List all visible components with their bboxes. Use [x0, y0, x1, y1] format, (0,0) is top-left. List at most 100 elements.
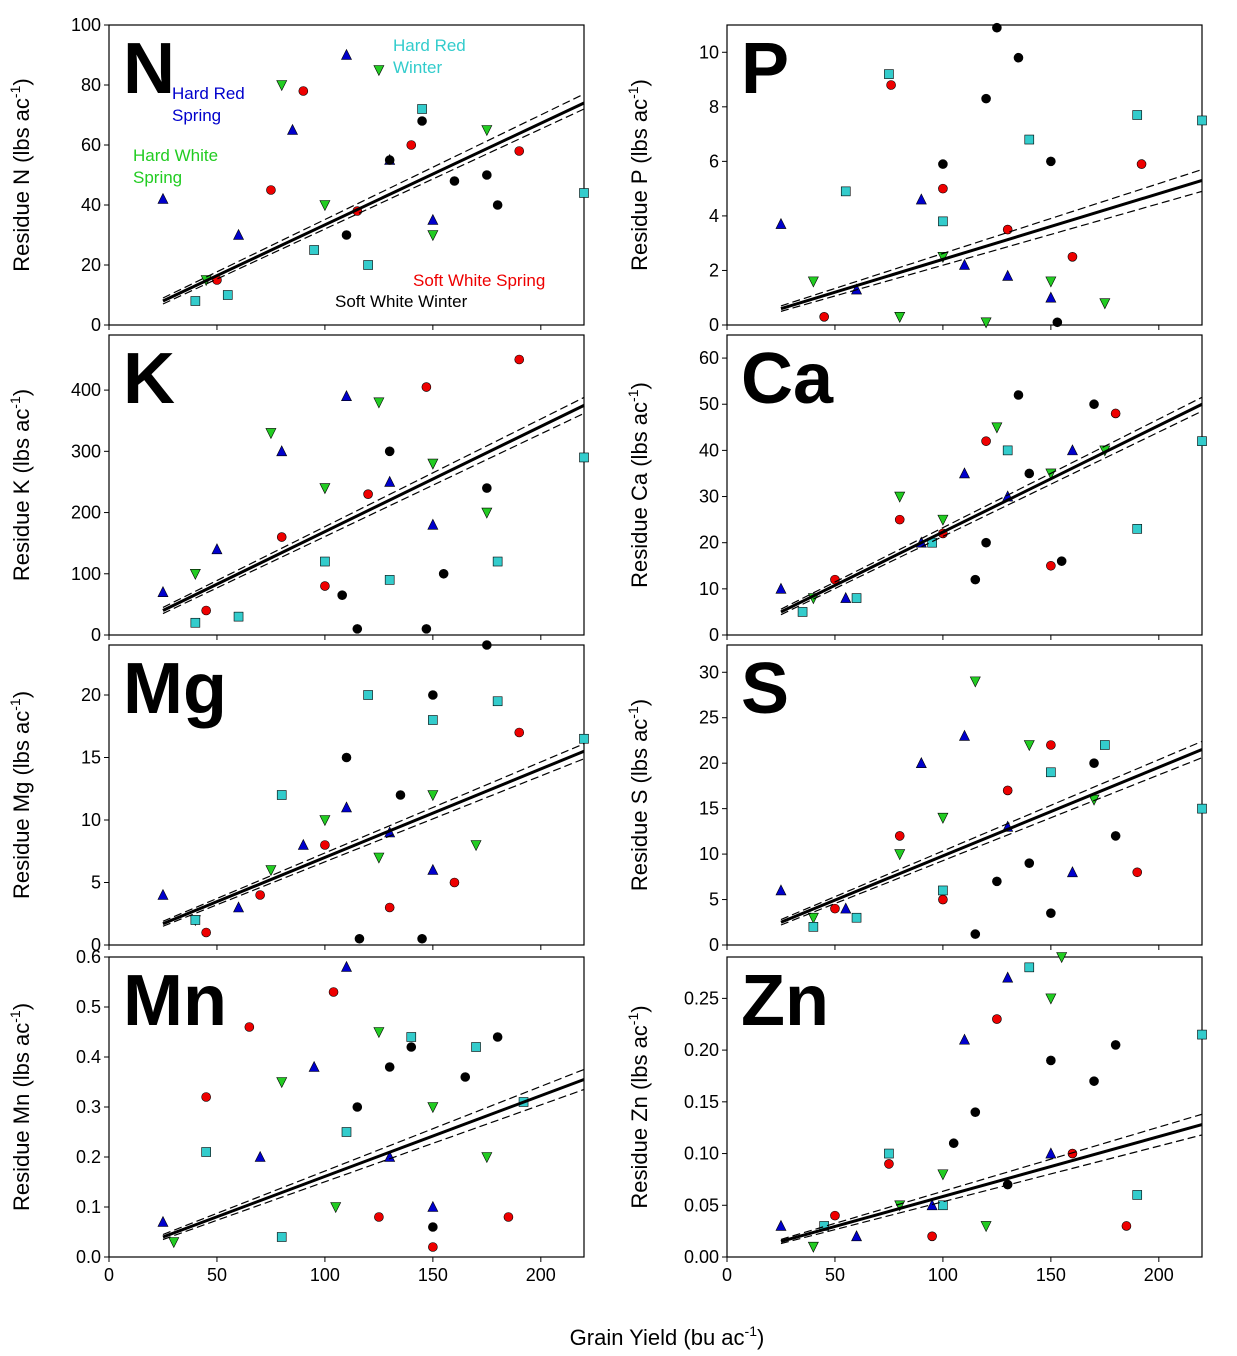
- plot-frame: [726, 956, 1203, 1258]
- point: [428, 690, 438, 700]
- point: [579, 188, 589, 198]
- point: [927, 1231, 937, 1242]
- point: [266, 185, 276, 195]
- y-tick-label: 0: [91, 625, 101, 645]
- point: [406, 1032, 417, 1042]
- y-tick-label: 25: [699, 708, 719, 728]
- x-tick-label: 150: [418, 1265, 448, 1285]
- point: [254, 1150, 266, 1162]
- point: [915, 193, 927, 205]
- point: [938, 159, 948, 169]
- legend-label: Soft White Spring: [413, 271, 545, 290]
- x-tick-label: 150: [1036, 1265, 1066, 1285]
- point: [276, 445, 288, 457]
- point: [319, 483, 331, 495]
- y-label-text: Residue Mg (lbs ac: [9, 711, 34, 899]
- point: [244, 1022, 255, 1032]
- point: [222, 290, 233, 300]
- y-tick-label: 10: [699, 579, 719, 599]
- y-tick-label: 0: [91, 315, 101, 335]
- point: [287, 123, 299, 135]
- point: [981, 93, 991, 104]
- point: [384, 1150, 396, 1162]
- point: [373, 397, 385, 409]
- point: [807, 276, 819, 288]
- point: [406, 1042, 417, 1052]
- point: [851, 283, 863, 295]
- y-tick-label: 0: [709, 935, 719, 955]
- point: [471, 1042, 481, 1052]
- point: [830, 903, 840, 914]
- point: [1052, 317, 1063, 328]
- y-label-sup: -1: [625, 706, 641, 719]
- point: [1013, 52, 1024, 63]
- point: [938, 216, 948, 227]
- point: [1024, 858, 1035, 868]
- fit-line: [162, 749, 585, 926]
- legend-label: Winter: [393, 58, 442, 77]
- point: [775, 1219, 787, 1231]
- panel-letter: Mn: [123, 961, 227, 1041]
- point: [482, 483, 492, 493]
- point: [1002, 971, 1014, 983]
- point: [1056, 952, 1068, 964]
- y-label-end: ): [627, 79, 652, 86]
- x-tick-label: 0: [722, 1265, 732, 1285]
- point: [1067, 1148, 1078, 1159]
- point: [1046, 156, 1056, 167]
- point: [1024, 962, 1035, 973]
- point: [309, 245, 319, 255]
- x-label-end: ): [757, 1325, 764, 1350]
- x-tick-label: 0: [104, 1265, 114, 1285]
- point: [233, 228, 245, 240]
- point: [819, 312, 829, 322]
- point: [938, 1200, 948, 1211]
- point: [352, 1102, 363, 1112]
- y-tick-label: 20: [81, 685, 101, 705]
- y-tick-label: 0.25: [684, 988, 719, 1008]
- x-tick-label: 50: [825, 1265, 845, 1285]
- point: [937, 1169, 949, 1181]
- y-label-end: ): [9, 389, 34, 396]
- point: [991, 422, 1003, 434]
- point: [938, 183, 948, 194]
- point: [840, 591, 852, 603]
- point: [482, 170, 492, 180]
- point: [992, 22, 1002, 33]
- point: [992, 1014, 1002, 1024]
- point: [851, 912, 862, 923]
- point: [1046, 1055, 1056, 1066]
- point: [981, 537, 991, 548]
- y-label-end: ): [9, 691, 34, 698]
- point: [1066, 444, 1078, 456]
- point: [1197, 436, 1207, 446]
- ci-lower: [780, 410, 1203, 616]
- ci-upper: [162, 396, 585, 608]
- point: [1046, 908, 1056, 918]
- point: [1100, 740, 1110, 750]
- point: [579, 452, 589, 463]
- y-tick-label: 100: [71, 15, 101, 35]
- point: [970, 929, 981, 939]
- point: [384, 475, 396, 487]
- panel-letter: N: [123, 29, 175, 109]
- point: [1132, 867, 1143, 878]
- point: [189, 568, 201, 580]
- y-tick-label: 0.05: [684, 1195, 719, 1215]
- y-label-end: ): [627, 382, 652, 389]
- point: [421, 624, 432, 634]
- y-label-sup: -1: [625, 1013, 641, 1026]
- y-tick-label: 0: [709, 315, 719, 335]
- point: [201, 1147, 211, 1157]
- point: [373, 1027, 385, 1039]
- y-label-text: Residue K (lbs ac: [9, 409, 34, 581]
- point: [981, 436, 991, 446]
- point: [1045, 276, 1057, 288]
- point: [1046, 740, 1056, 750]
- point: [427, 518, 439, 530]
- y-tick-label: 6: [709, 151, 719, 171]
- y-label-end: ): [627, 1005, 652, 1012]
- y-label-sup: -1: [7, 85, 23, 98]
- plot-frame: [108, 334, 585, 636]
